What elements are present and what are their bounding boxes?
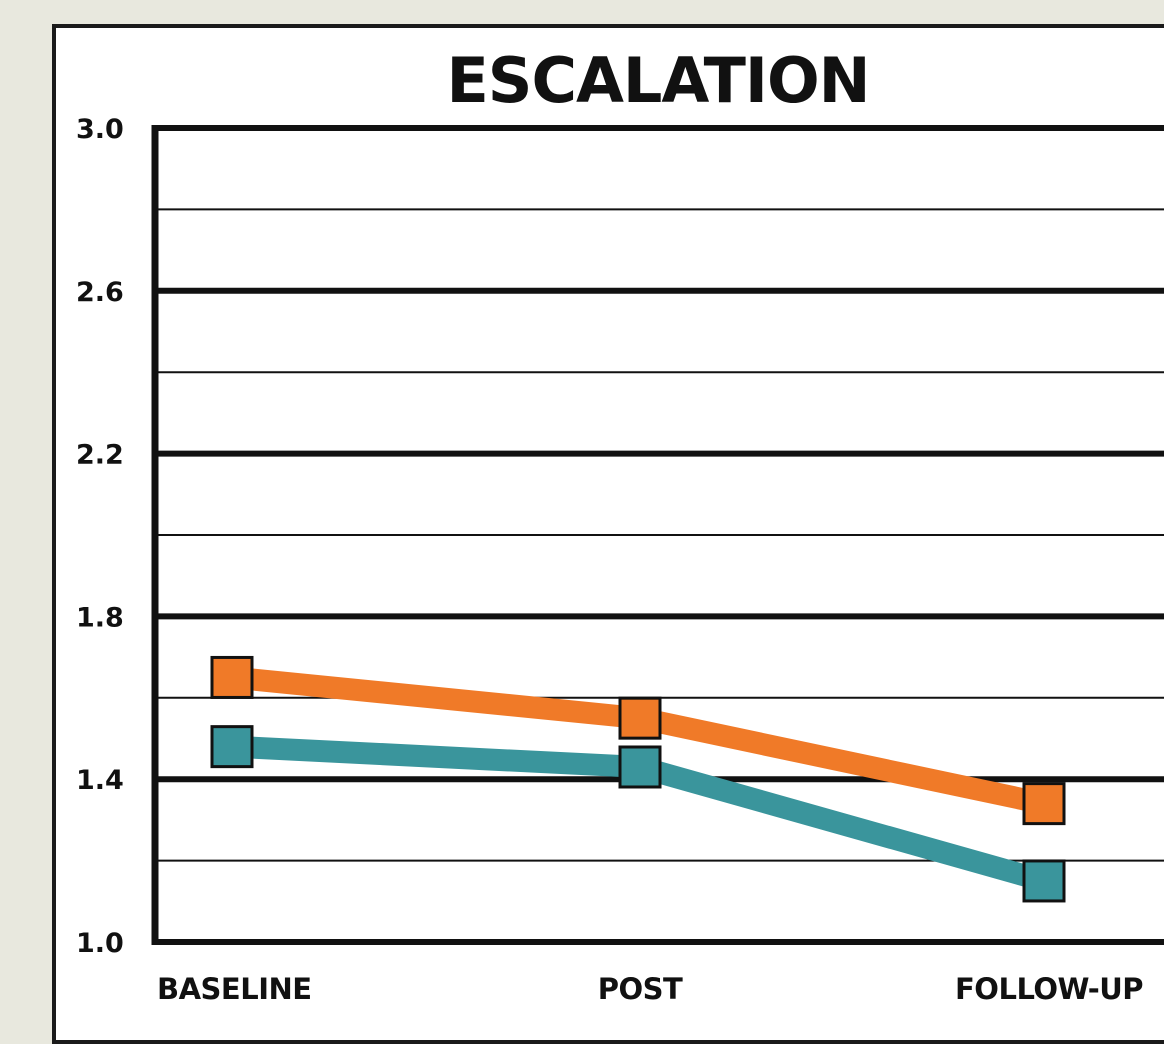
x-category-label: FOLLOW-UP bbox=[955, 972, 1143, 1006]
data-point-marker bbox=[210, 655, 254, 699]
y-tick-label: 1.8 bbox=[76, 602, 124, 633]
x-category-label: BASELINE bbox=[157, 972, 312, 1006]
x-category-labels: BASELINE POST FOLLOW-UP bbox=[157, 972, 1144, 1006]
y-tick-label: 1.0 bbox=[76, 928, 124, 959]
y-tick-label: 1.4 bbox=[76, 765, 124, 796]
series-markers bbox=[210, 655, 1066, 903]
data-point-marker bbox=[1022, 859, 1066, 903]
chart-title: ESCALATION bbox=[446, 44, 869, 117]
x-category-label: POST bbox=[598, 972, 683, 1006]
gridlines bbox=[155, 125, 1164, 945]
data-point-marker bbox=[618, 696, 662, 740]
y-tick-label: 3.0 bbox=[76, 114, 124, 145]
data-point-marker bbox=[1022, 782, 1066, 826]
y-tick-labels: 1.0 1.4 1.8 2.2 2.6 3.0 bbox=[76, 114, 124, 959]
y-tick-label: 2.2 bbox=[76, 440, 124, 471]
data-point-marker bbox=[618, 745, 662, 789]
y-tick-label: 2.6 bbox=[76, 277, 124, 308]
data-point-marker bbox=[210, 725, 254, 769]
